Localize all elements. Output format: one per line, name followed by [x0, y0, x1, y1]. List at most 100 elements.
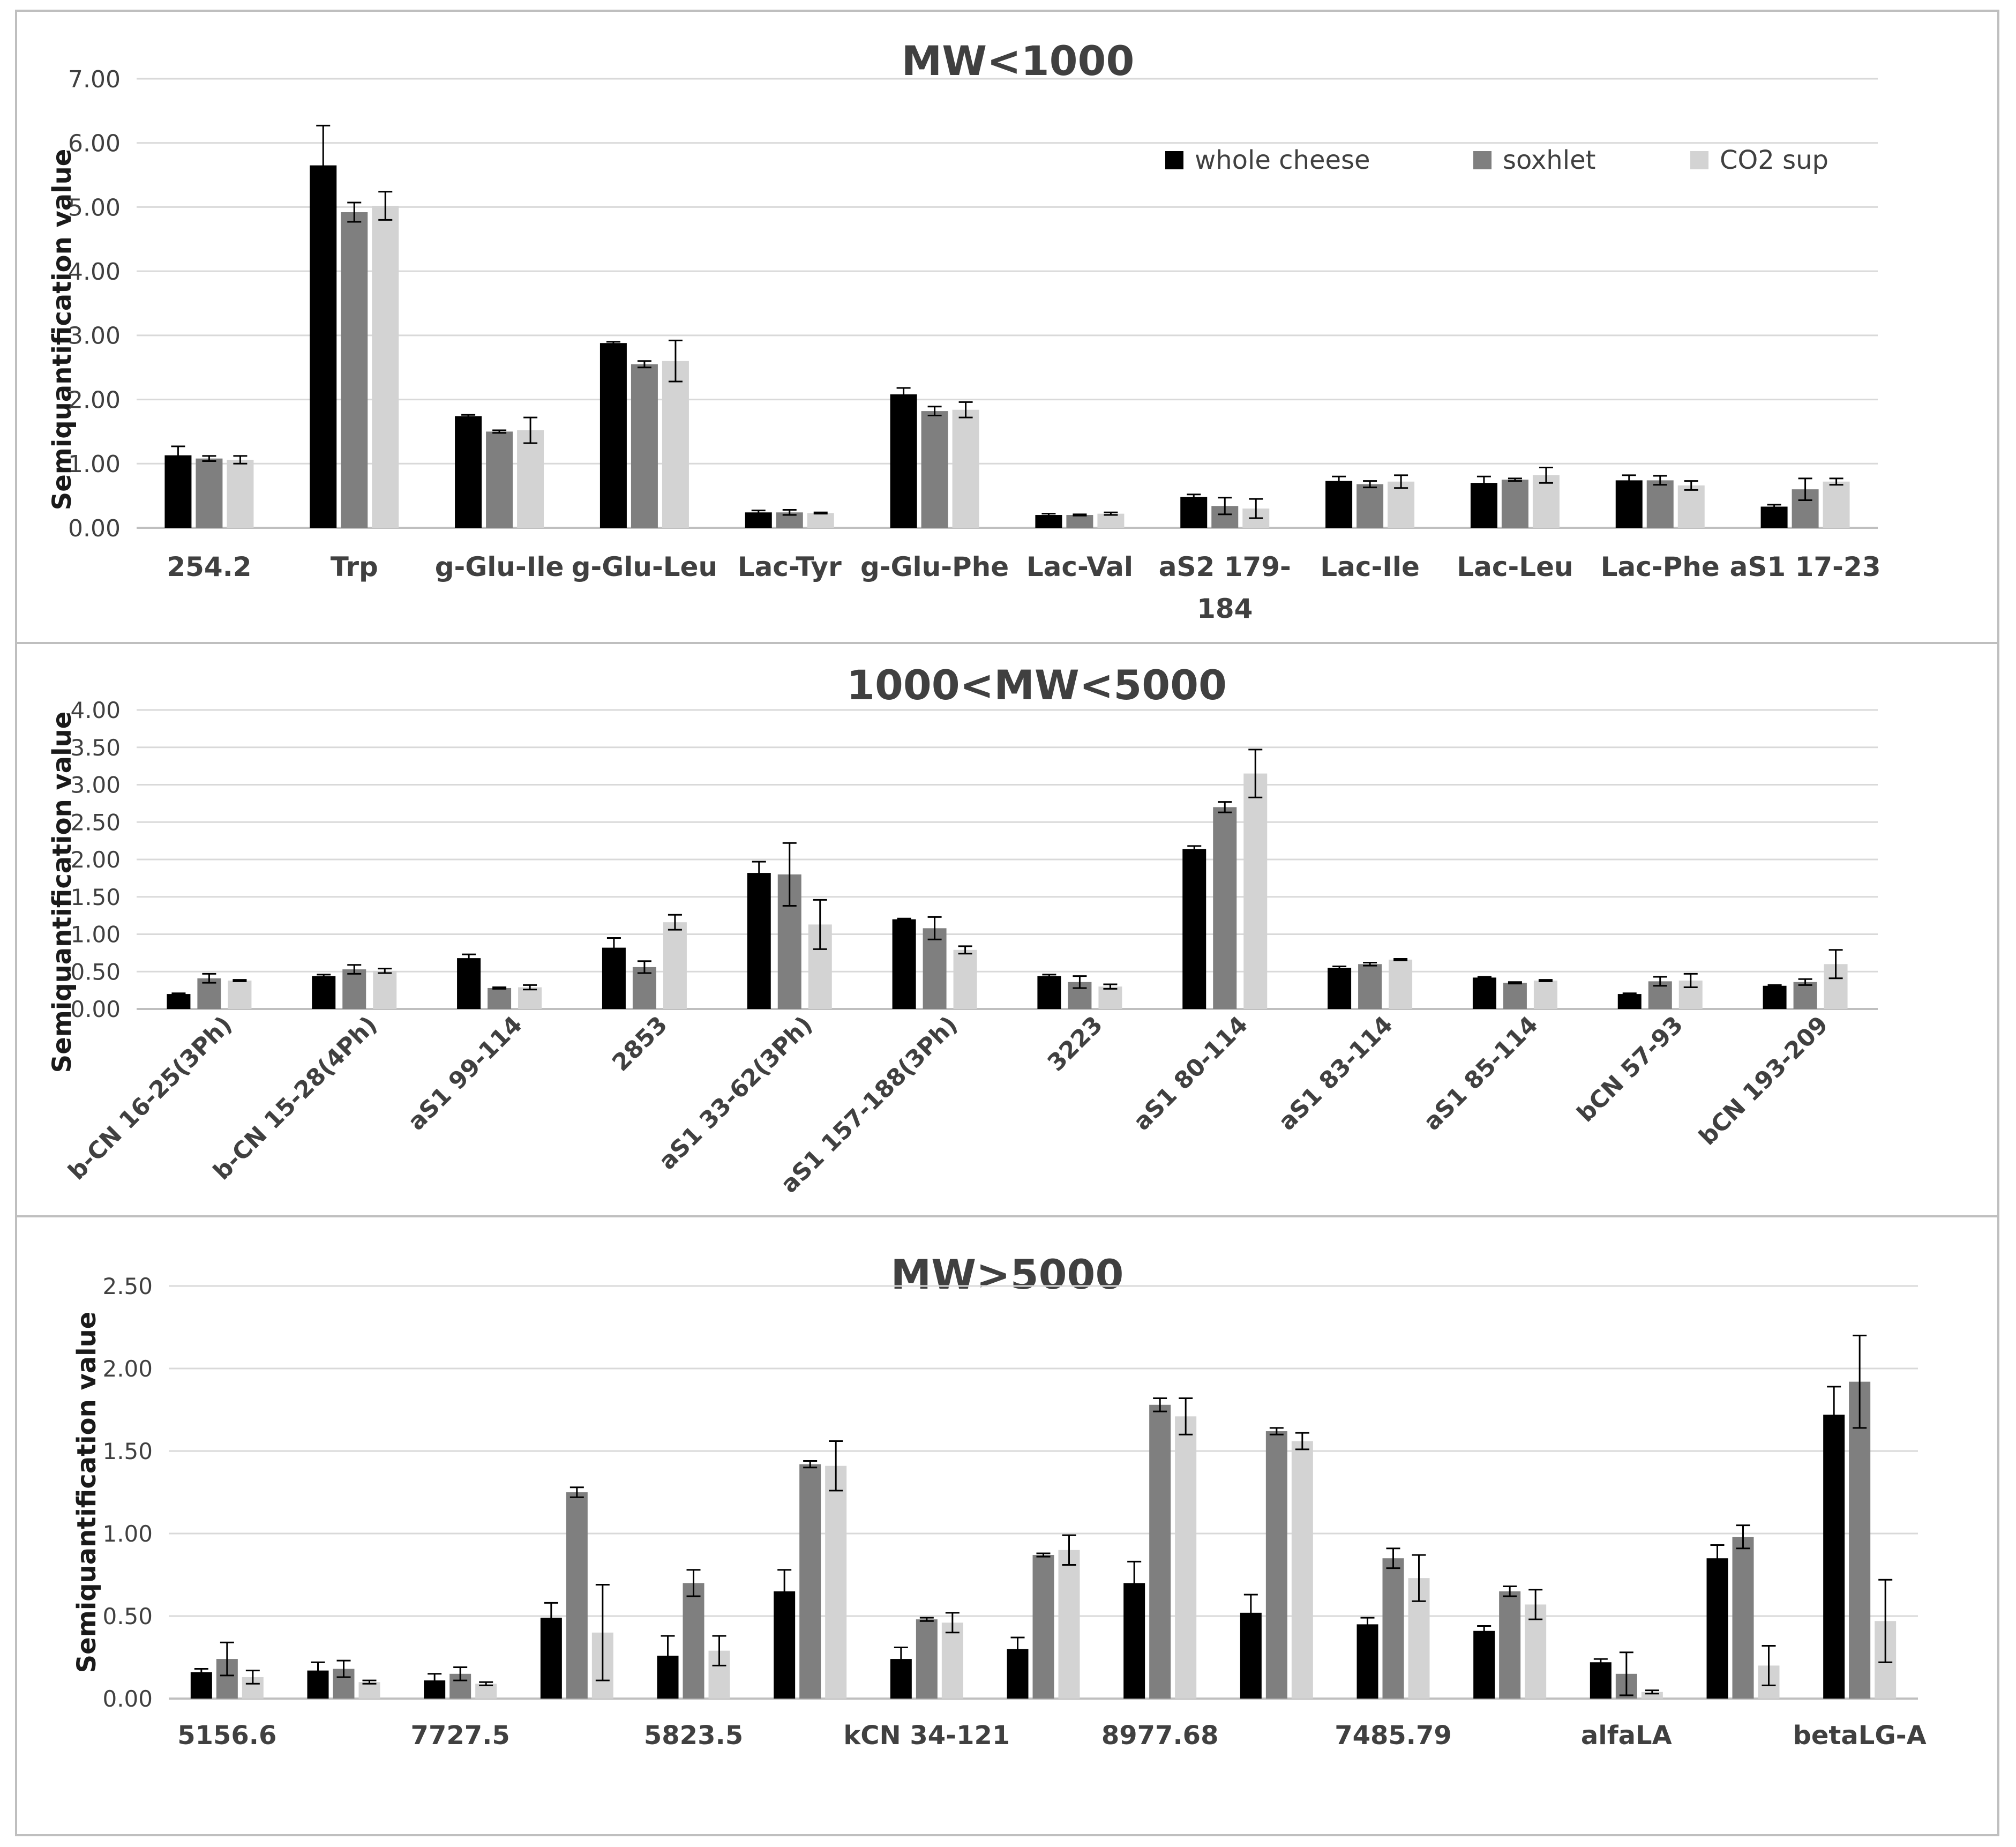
bar-whole-cheese: [1706, 1558, 1728, 1699]
error-bar-soxhlet: [202, 973, 216, 984]
error-bar-co2-sup: [813, 899, 827, 950]
y-tick-label: 4.00: [68, 258, 121, 286]
error-bar-co2-sup: [829, 1440, 843, 1492]
error-bar-soxhlet: [1363, 480, 1377, 489]
bar-co2-sup: [358, 1682, 380, 1699]
bar-whole-cheese: [457, 958, 481, 1009]
legend-label-soxhlet: soxhlet: [1503, 145, 1595, 175]
bar-co2-sup: [952, 409, 979, 528]
error-bar-soxhlet: [1508, 477, 1522, 482]
error-bar-co2-sup: [245, 1670, 260, 1685]
bar-co2-sup: [1175, 1416, 1197, 1699]
error-bar-co2-sup: [1645, 1689, 1659, 1695]
bar-soxhlet: [1066, 515, 1093, 528]
bar-soxhlet: [632, 967, 656, 1009]
error-bar-soxhlet: [1153, 1397, 1167, 1412]
bar-soxhlet: [1357, 484, 1384, 528]
error-bar-co2-sup: [1829, 477, 1843, 486]
error-bar-co2-sup: [945, 1612, 960, 1634]
error-bar-co2-sup: [595, 1583, 610, 1681]
bar-soxhlet: [631, 364, 658, 528]
bar-whole-cheese: [1035, 515, 1062, 528]
bar-co2-sup: [475, 1684, 497, 1699]
y-tick-label: 5.00: [68, 194, 121, 221]
bar-co2-sup: [1388, 481, 1415, 528]
chart-mw-under-1000: MW<1000 Semiquantification value 0.00 1.0…: [47, 37, 1881, 624]
bar-whole-cheese: [167, 994, 191, 1009]
bar-whole-cheese: [1182, 849, 1206, 1009]
error-bar-whole-cheese: [1622, 992, 1637, 996]
bar-co2-sup: [1525, 1604, 1547, 1699]
error-bar-co2-sup: [1103, 983, 1118, 990]
error-bar-co2-sup: [1104, 511, 1118, 516]
bar-whole-cheese: [599, 343, 627, 528]
error-bar-whole-cheese: [462, 953, 476, 963]
error-bar-whole-cheese: [1243, 1594, 1258, 1632]
error-bar-soxhlet: [202, 455, 216, 462]
error-bar-whole-cheese: [311, 1661, 325, 1680]
error-bar-whole-cheese: [606, 341, 620, 346]
x-tick-label: betaLG-A: [1793, 1721, 1927, 1751]
bar-soxhlet: [799, 1464, 821, 1699]
error-bar-co2-sup: [813, 511, 828, 515]
error-bar-whole-cheese: [896, 387, 911, 402]
bar-co2-sup: [663, 922, 687, 1009]
error-bar-whole-cheese: [1042, 974, 1056, 978]
bar-soxhlet: [486, 431, 513, 528]
bar-soxhlet: [1265, 1431, 1287, 1699]
error-bar-co2-sup: [1394, 474, 1408, 489]
x-tick-label: g-Glu-Ile: [435, 551, 564, 582]
error-bar-soxhlet: [782, 509, 797, 516]
y-tick-label: 1.00: [70, 922, 121, 948]
gridlines: [137, 709, 1878, 1010]
y-axis-label: Semiquantification value: [72, 1312, 102, 1673]
bar-whole-cheese: [1328, 968, 1352, 1009]
error-bar-co2-sup: [1683, 973, 1698, 989]
y-tick-label: 1.50: [70, 884, 121, 910]
bar-whole-cheese: [1037, 976, 1061, 1009]
error-bar-whole-cheese: [752, 861, 766, 885]
bar-soxhlet: [488, 988, 512, 1009]
error-bars: [194, 1334, 1893, 1696]
bar-soxhlet: [341, 212, 368, 528]
error-bar-whole-cheese: [1767, 504, 1781, 510]
error-bar-soxhlet: [1653, 475, 1667, 486]
error-bar-co2-sup: [1828, 949, 1843, 979]
bar-soxhlet: [1646, 480, 1674, 528]
error-bar-whole-cheese: [1010, 1636, 1025, 1662]
bar-co2-sup: [517, 430, 544, 528]
error-bar-soxhlet: [1073, 975, 1087, 989]
bars: [190, 1381, 1897, 1699]
x-tick-label: Lac-Val: [1026, 551, 1133, 582]
bar-co2-sup: [662, 361, 689, 528]
x-tick-label: Lac-Ile: [1320, 551, 1420, 582]
x-tick-label: 5156.6: [177, 1721, 276, 1751]
error-bar-soxhlet: [1619, 1651, 1633, 1696]
error-bar-soxhlet: [686, 1569, 701, 1597]
x-tick-label: aS1 17-23: [1730, 551, 1881, 582]
error-bar-soxhlet: [347, 964, 362, 975]
error-bar-soxhlet: [1036, 1552, 1051, 1558]
error-bar-co2-sup: [712, 1635, 726, 1666]
error-bar-soxhlet: [347, 201, 362, 223]
error-bar-whole-cheese: [316, 124, 331, 206]
bar-whole-cheese: [1357, 1624, 1378, 1699]
bar-co2-sup: [1677, 485, 1705, 528]
bar-whole-cheese: [1763, 985, 1787, 1009]
error-bar-soxhlet: [1503, 1586, 1517, 1597]
bar-whole-cheese: [1617, 994, 1642, 1009]
error-bar-soxhlet: [1798, 978, 1812, 986]
x-tick-label: 5823.5: [644, 1721, 743, 1751]
error-bar-co2-sup: [1295, 1432, 1309, 1450]
bars: [164, 165, 1850, 528]
error-bar-soxhlet: [453, 1666, 468, 1681]
legend-label-whole-cheese: whole cheese: [1195, 145, 1370, 175]
y-tick-label: 0.00: [70, 996, 121, 1022]
error-bar-whole-cheese: [428, 1673, 442, 1688]
error-bar-soxhlet: [637, 360, 651, 369]
bar-whole-cheese: [1473, 1631, 1495, 1699]
x-tick-label: 184: [1197, 593, 1253, 624]
bar-co2-sup: [1243, 773, 1268, 1009]
error-bar-soxhlet: [1363, 962, 1377, 967]
x-tick-label: 7727.5: [411, 1721, 510, 1751]
